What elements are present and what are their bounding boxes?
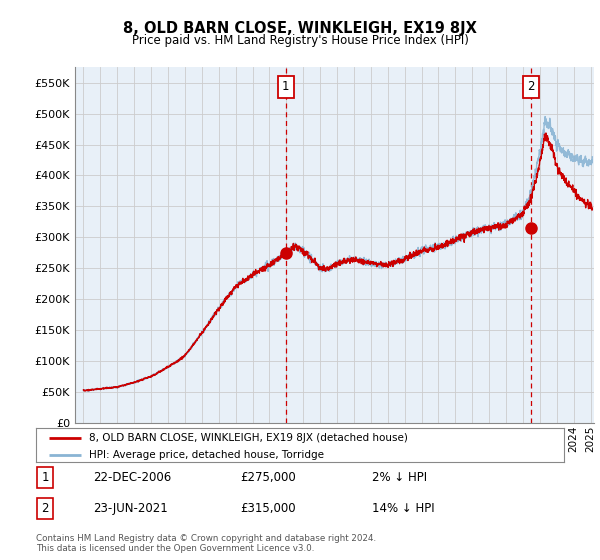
Text: 23-JUN-2021: 23-JUN-2021 (93, 502, 168, 515)
Text: 2: 2 (41, 502, 49, 515)
Text: 14% ↓ HPI: 14% ↓ HPI (372, 502, 434, 515)
Text: 22-DEC-2006: 22-DEC-2006 (93, 471, 171, 484)
Text: 2: 2 (527, 81, 535, 94)
Text: 2% ↓ HPI: 2% ↓ HPI (372, 471, 427, 484)
Text: 8, OLD BARN CLOSE, WINKLEIGH, EX19 8JX: 8, OLD BARN CLOSE, WINKLEIGH, EX19 8JX (123, 21, 477, 35)
Text: Price paid vs. HM Land Registry's House Price Index (HPI): Price paid vs. HM Land Registry's House … (131, 34, 469, 47)
Text: 1: 1 (41, 471, 49, 484)
Text: £275,000: £275,000 (240, 471, 296, 484)
Text: £315,000: £315,000 (240, 502, 296, 515)
Text: HPI: Average price, detached house, Torridge: HPI: Average price, detached house, Torr… (89, 450, 324, 460)
Text: 1: 1 (282, 81, 290, 94)
Text: Contains HM Land Registry data © Crown copyright and database right 2024.
This d: Contains HM Land Registry data © Crown c… (36, 534, 376, 553)
Text: 8, OLD BARN CLOSE, WINKLEIGH, EX19 8JX (detached house): 8, OLD BARN CLOSE, WINKLEIGH, EX19 8JX (… (89, 433, 407, 443)
